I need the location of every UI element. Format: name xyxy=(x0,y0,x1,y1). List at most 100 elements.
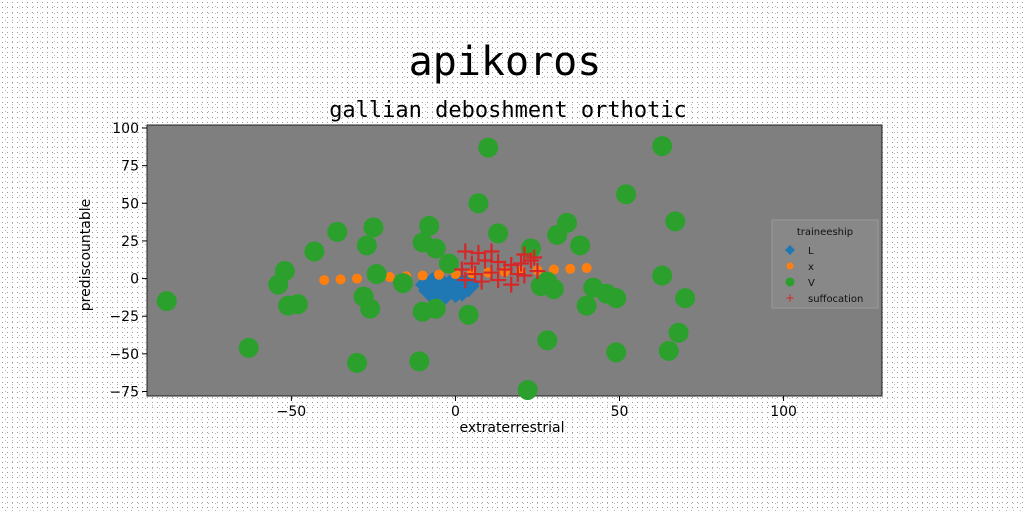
data-point-x xyxy=(417,270,428,281)
data-point-suffocation xyxy=(529,263,546,280)
data-point-v xyxy=(606,288,627,309)
legend-marker-x xyxy=(786,262,794,270)
data-point-v xyxy=(468,193,489,214)
y-tick-label: 75 xyxy=(121,159,139,175)
data-point-v xyxy=(537,330,558,351)
legend-title: traineeship xyxy=(797,227,853,238)
data-point-x xyxy=(384,272,395,283)
y-axis-ticks: 100 75 50 25 0 −25 −50 −75 xyxy=(109,121,147,400)
data-point-v xyxy=(304,241,325,262)
data-point-v xyxy=(327,221,348,242)
x-tick-label: 50 xyxy=(611,404,629,420)
data-point-v xyxy=(576,295,597,316)
data-point-x xyxy=(565,263,576,274)
data-point-l xyxy=(418,279,441,302)
chart-subtitle: gallian deboshment orthotic xyxy=(329,98,687,123)
legend-label: V xyxy=(808,278,815,289)
data-point-v xyxy=(392,273,413,294)
data-point-v xyxy=(425,298,446,319)
data-point-suffocation xyxy=(496,261,513,278)
y-tick-label: 50 xyxy=(121,196,139,212)
data-point-v xyxy=(409,351,430,372)
data-point-v xyxy=(652,265,673,286)
data-point-suffocation xyxy=(476,252,493,269)
data-point-v xyxy=(665,211,686,232)
data-point-suffocation xyxy=(454,261,470,278)
y-tick-label: −25 xyxy=(109,309,139,325)
data-point-v xyxy=(363,217,384,238)
y-tick-label: 100 xyxy=(112,121,139,137)
legend-item-v: V xyxy=(785,277,815,289)
data-point-v xyxy=(488,223,509,244)
data-point-v xyxy=(156,291,177,312)
data-point-suffocation xyxy=(490,254,507,271)
data-point-x xyxy=(335,274,346,285)
data-point-suffocation xyxy=(526,249,543,266)
data-point-suffocation xyxy=(457,243,474,260)
legend-marker-suffocation xyxy=(786,294,794,302)
data-point-suffocation xyxy=(483,264,500,281)
data-point-suffocation xyxy=(483,243,500,260)
data-point-suffocation xyxy=(503,276,520,293)
data-point-suffocation xyxy=(467,266,484,283)
legend-marker-v xyxy=(785,277,795,287)
data-point-x xyxy=(434,269,445,280)
legend-item-l: L xyxy=(785,245,814,257)
data-point-v xyxy=(347,352,367,373)
data-point-x xyxy=(548,264,559,275)
plot-area xyxy=(146,124,883,397)
data-point-v xyxy=(668,322,689,343)
y-tick-label: −50 xyxy=(109,347,139,363)
legend-label: x xyxy=(808,262,814,273)
data-marks xyxy=(156,136,696,400)
y-axis-label: prediscountable xyxy=(78,199,94,312)
y-tick-label: 25 xyxy=(121,234,139,250)
chart-title: apikoros xyxy=(409,39,602,85)
data-point-x xyxy=(581,263,592,274)
data-point-v xyxy=(419,215,440,236)
legend-item-x: x xyxy=(786,262,814,273)
data-point-x xyxy=(319,275,330,286)
legend-item-suffocation: suffocation xyxy=(786,294,863,305)
data-point-suffocation xyxy=(463,255,480,272)
data-point-suffocation xyxy=(522,252,539,269)
data-point-v xyxy=(287,294,308,315)
legend-label: suffocation xyxy=(808,294,863,305)
data-point-v xyxy=(675,288,696,309)
data-point-x xyxy=(352,273,362,284)
y-tick-label: −75 xyxy=(109,384,139,400)
data-point-v xyxy=(547,224,568,245)
data-point-v xyxy=(238,337,259,358)
x-tick-label: 0 xyxy=(451,404,460,420)
data-point-suffocation xyxy=(470,244,487,261)
x-tick-label: 100 xyxy=(770,404,797,420)
legend-label: L xyxy=(808,246,814,257)
x-axis-label: extraterrestrial xyxy=(459,420,564,436)
data-point-v xyxy=(458,304,479,325)
data-point-v xyxy=(425,238,446,259)
x-axis-ticks: −50 0 50 100 xyxy=(277,396,797,420)
data-point-suffocation xyxy=(509,266,526,283)
y-tick-label: 0 xyxy=(130,272,139,288)
data-point-v xyxy=(366,264,387,285)
data-point-v xyxy=(268,274,289,295)
data-point-v xyxy=(570,235,591,256)
data-point-suffocation xyxy=(490,272,507,289)
data-point-v xyxy=(658,340,679,361)
data-point-v xyxy=(356,235,377,256)
x-tick-label: −50 xyxy=(277,404,307,420)
data-point-suffocation xyxy=(516,267,533,284)
data-point-v xyxy=(478,137,499,158)
data-point-v xyxy=(517,379,538,400)
data-point-suffocation xyxy=(473,273,490,290)
data-point-v xyxy=(360,298,381,319)
data-point-suffocation xyxy=(457,272,474,289)
data-point-v xyxy=(606,342,627,363)
data-point-v xyxy=(438,253,459,274)
data-point-suffocation xyxy=(513,255,530,272)
data-point-v xyxy=(652,136,673,157)
data-point-v xyxy=(543,279,564,300)
legend-marker-l xyxy=(785,245,795,255)
